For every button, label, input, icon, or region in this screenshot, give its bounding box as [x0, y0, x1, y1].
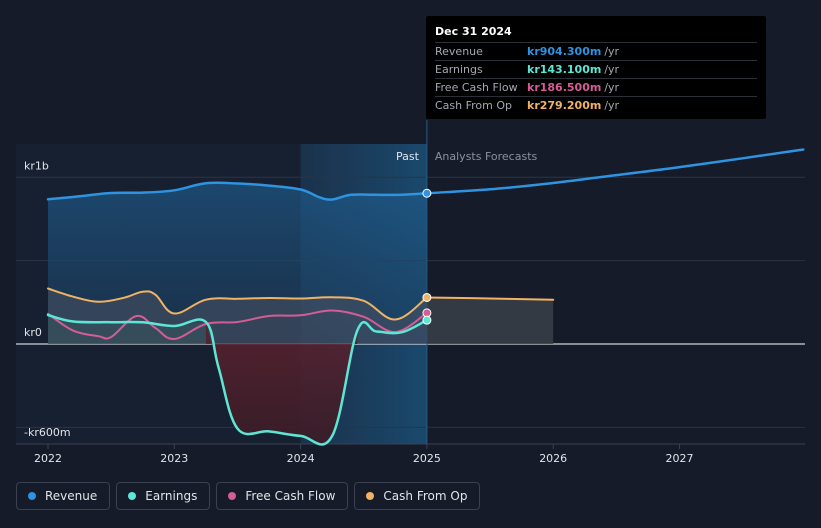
tooltip-unit: /yr: [604, 45, 620, 58]
points-layer: [422, 188, 432, 325]
x-tick-label: 2022: [34, 452, 62, 465]
tooltip: Dec 31 2024 Revenue kr904.300m /yr Earni…: [426, 16, 766, 119]
tooltip-label: Cash From Op: [435, 99, 513, 112]
tooltip-label: Revenue: [435, 45, 483, 58]
tooltip-row-earnings: Earnings kr143.100m /yr: [435, 61, 757, 79]
revenue-forecast-line: [425, 148, 805, 195]
legend-item-free-cash-flow[interactable]: Free Cash Flow: [216, 482, 349, 510]
forecast-label: Analysts Forecasts: [435, 150, 538, 163]
x-tick-label: 2026: [539, 452, 567, 465]
legend-item-earnings[interactable]: Earnings: [116, 482, 211, 510]
free-cash-flow-line: [47, 309, 428, 341]
y-tick-label: -kr600m: [24, 426, 71, 439]
cash-from-op-dot-icon: [366, 492, 375, 500]
x-tick-label: 2023: [160, 452, 188, 465]
tooltip-value: kr143.100m: [527, 63, 602, 76]
legend: Revenue Earnings Free Cash Flow Cash Fro…: [16, 482, 481, 510]
past-label: Past: [396, 150, 420, 163]
revenue-dot-icon: [28, 492, 36, 500]
tooltip-unit: /yr: [604, 63, 620, 76]
tooltip-value: kr186.500m: [527, 81, 602, 94]
tooltip-unit: /yr: [604, 99, 620, 112]
legend-label: Revenue: [45, 489, 98, 503]
tooltip-value: kr904.300m: [527, 45, 602, 58]
revenue-point: [422, 188, 432, 198]
y-tick-label: kr0: [24, 326, 42, 339]
tooltip-label: Free Cash Flow: [435, 81, 518, 94]
legend-item-revenue[interactable]: Revenue: [16, 482, 111, 510]
earnings-negative-fill: [205, 322, 358, 445]
cash-from-op-point: [422, 292, 432, 302]
tooltip-row-cash-from-op: Cash From Op kr279.200m /yr: [435, 97, 757, 114]
x-tick-label: 2024: [287, 452, 315, 465]
earnings-dot-icon: [128, 492, 137, 500]
cash-from-op-forecast-fill: [426, 297, 554, 344]
x-tick-label: 2027: [666, 452, 694, 465]
earnings-point: [422, 315, 432, 325]
cash-from-op-forecast-line: [425, 296, 555, 301]
free-cash-flow-dot-icon: [228, 492, 237, 500]
tooltip-value: kr279.200m: [527, 99, 602, 112]
cash-from-op-line: [47, 287, 428, 321]
tooltip-row-free-cash-flow: Free Cash Flow kr186.500m /yr: [435, 79, 757, 97]
legend-item-cash-from-op[interactable]: Cash From Op: [354, 482, 481, 510]
tooltip-label: Earnings: [435, 63, 483, 76]
tooltip-date: Dec 31 2024: [435, 25, 757, 43]
tooltip-unit: /yr: [604, 81, 620, 94]
earnings-line: [46, 313, 429, 446]
labels-layer: kr1b kr0 -kr600m 2022 2023 2024 2025 2026 2027 Pa…: [24, 150, 694, 465]
legend-label: Free Cash Flow: [245, 489, 336, 503]
legend-label: Earnings: [145, 489, 198, 503]
legend-label: Cash From Op: [383, 489, 468, 503]
cash-from-op-area-fill: [48, 288, 427, 344]
x-tick-label: 2025: [413, 452, 441, 465]
revenue-line: [46, 181, 429, 201]
area-fills-layer: [48, 182, 554, 445]
tooltip-row-revenue: Revenue kr904.300m /yr: [435, 43, 757, 61]
series-lines-layer: [46, 148, 805, 446]
y-tick-label: kr1b: [24, 159, 49, 172]
